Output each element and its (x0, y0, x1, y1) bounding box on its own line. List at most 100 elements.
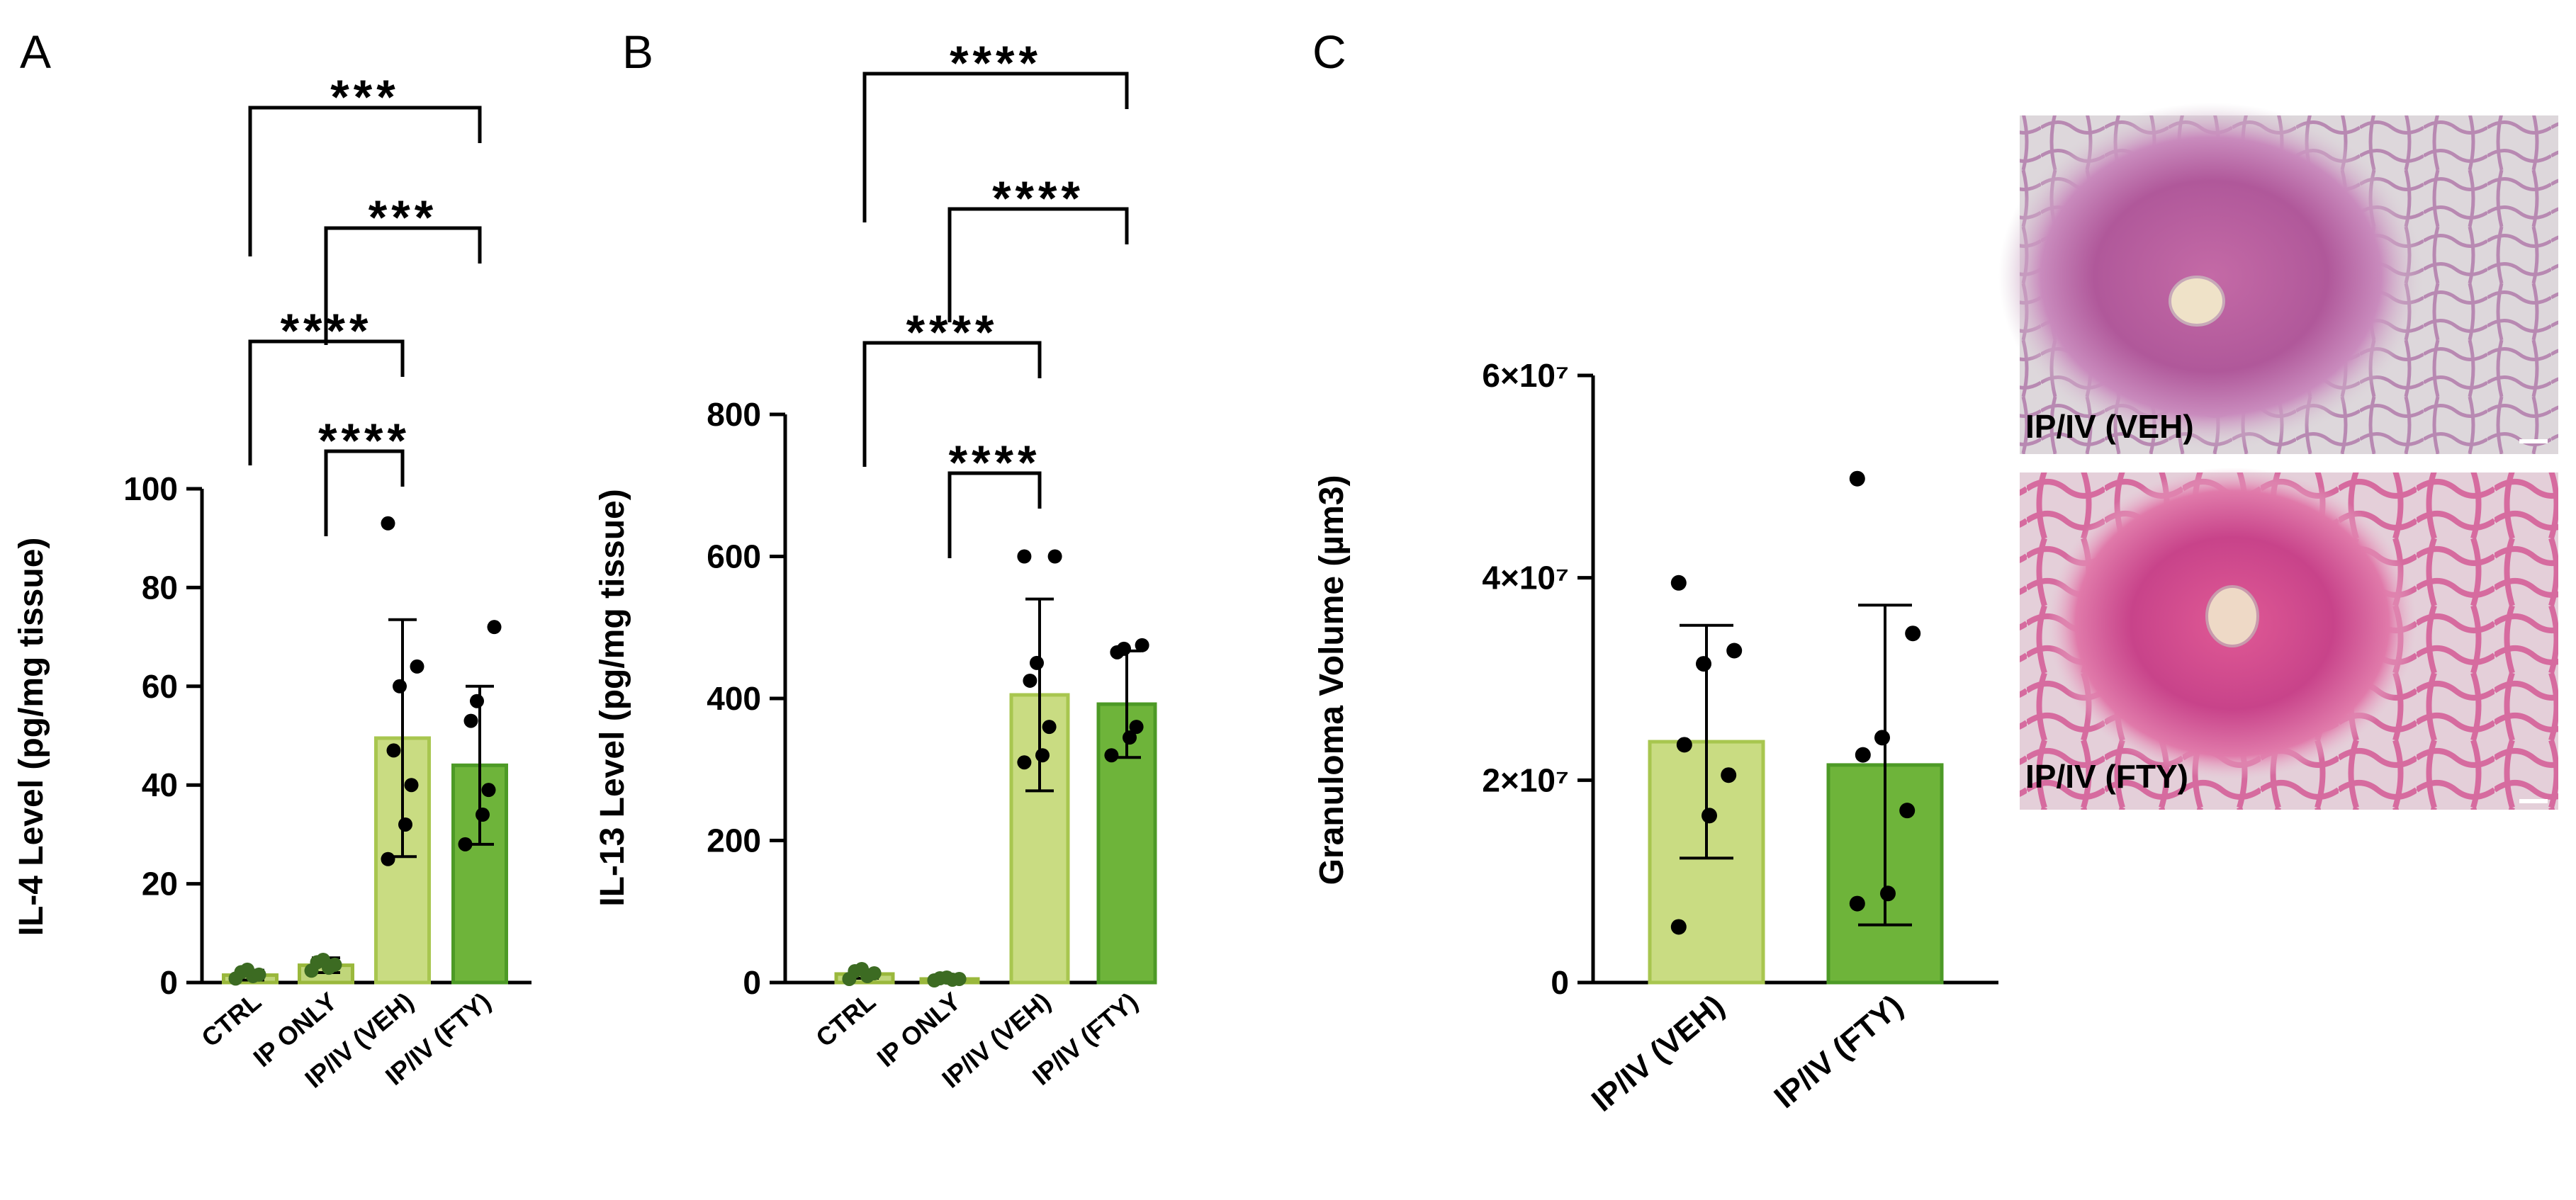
data-point (381, 516, 395, 531)
micrograph-veh-scale-bar (2519, 439, 2548, 443)
micrograph-fty-label: IP/IV (FTY) (2025, 758, 2188, 795)
data-point (458, 837, 473, 851)
y-axis-title: Granuloma Volume (µm3) (1313, 475, 1351, 885)
significance-bracket (862, 341, 1042, 467)
micrograph-veh-egg (2169, 276, 2225, 327)
significance-bracket (862, 72, 1129, 222)
micrograph-veh-granuloma (1998, 103, 2424, 450)
category-label: IP/IV (FTY) (1767, 988, 1909, 1115)
data-point (1104, 748, 1119, 763)
data-point (1726, 643, 1743, 659)
data-point (867, 966, 882, 980)
chart-granuloma-volume: 0 2×10⁷ 4×10⁷ 6×10⁷ Granuloma Volume (µm3) IP… (1313, 357, 1998, 1119)
y-tick-label: 6×10⁷ (1482, 357, 1569, 394)
significance-stars: **** (281, 304, 373, 358)
y-tick-label: 600 (707, 538, 761, 575)
y-tick-label: 400 (707, 680, 761, 717)
data-point (1035, 748, 1050, 763)
data-point (381, 851, 395, 866)
significance-bracket (947, 471, 1042, 558)
significance-stars: **** (906, 305, 999, 359)
data-point (1905, 626, 1921, 642)
significance-bracket (324, 449, 405, 536)
data-point (855, 961, 869, 976)
category-label: IP/IV (VEH) (1585, 988, 1731, 1119)
data-point (1129, 720, 1144, 735)
y-tick-label: 0 (743, 964, 761, 1001)
y-tick-label: 100 (123, 470, 178, 507)
data-point (1702, 808, 1717, 824)
data-point (398, 817, 412, 832)
data-point (1117, 641, 1131, 656)
data-point (476, 808, 490, 822)
significance-stars: **** (949, 436, 1041, 489)
category-label: CTRL (810, 987, 881, 1053)
y-tick-label: 0 (159, 964, 178, 1001)
data-point (316, 952, 330, 967)
data-point (1017, 549, 1032, 564)
panel-letter-a: A (20, 26, 51, 78)
data-point (1880, 885, 1896, 902)
y-axis-title: IL-13 Level (pg/mg tissue) (594, 489, 631, 906)
data-point (1676, 737, 1692, 753)
data-point (1017, 755, 1032, 770)
data-point (386, 743, 401, 758)
data-point (1670, 919, 1687, 935)
significance-bracket (248, 339, 405, 465)
data-point (393, 679, 407, 694)
y-tick-label: 2×10⁷ (1482, 762, 1569, 798)
data-point (1721, 767, 1737, 783)
micrograph-veh: IP/IV (VEH) (1998, 103, 2558, 454)
significance-bracket (248, 106, 482, 256)
data-point (952, 971, 967, 986)
data-point (1874, 730, 1890, 746)
y-tick-label: 20 (142, 866, 178, 902)
data-point (1135, 638, 1149, 652)
data-point (252, 967, 266, 982)
y-tick-label: 60 (142, 668, 178, 705)
data-point (481, 783, 496, 798)
micrograph-fty-egg (2205, 585, 2259, 647)
micrograph-veh-label: IP/IV (VEH) (2025, 408, 2194, 445)
significance-bracket (324, 226, 482, 345)
data-point (1849, 895, 1865, 912)
y-tick-label: 200 (707, 822, 761, 859)
significance-stars: **** (950, 36, 1042, 90)
y-tick-label: 80 (142, 569, 178, 606)
significance-stars: **** (992, 171, 1084, 225)
significance-bracket (947, 207, 1129, 322)
data-point (327, 957, 342, 972)
data-point (1899, 803, 1916, 819)
data-point (1696, 656, 1711, 672)
data-point (1123, 730, 1137, 745)
data-point (940, 970, 954, 985)
data-point (1047, 549, 1062, 564)
significance-stars: *** (330, 70, 399, 124)
y-axis-title: IL-4 Level (pg/mg tissue) (13, 538, 50, 936)
data-point (470, 694, 484, 708)
data-point (1023, 673, 1037, 688)
data-point (1849, 470, 1865, 487)
panel-letter-c: C (1312, 26, 1346, 78)
chart-il13: 0 200 400 600 800 IL-13 Level (pg/mg tissue) C… (594, 36, 1157, 1094)
data-point (487, 620, 502, 635)
micrograph-fty: IP/IV (FTY) (2020, 468, 2558, 810)
data-point (240, 962, 254, 977)
data-point (1855, 747, 1871, 763)
data-point (1042, 720, 1057, 735)
panel-letter-b: B (622, 26, 653, 78)
data-point (1030, 655, 1044, 670)
y-tick-label: 0 (1551, 964, 1569, 1001)
data-point (463, 713, 478, 728)
y-tick-label: 4×10⁷ (1482, 560, 1569, 596)
data-point (404, 778, 419, 793)
data-point (1670, 574, 1687, 591)
data-point (410, 659, 424, 674)
significance-stars: *** (369, 191, 437, 244)
significance-stars: **** (318, 414, 410, 468)
y-tick-label: 800 (707, 396, 761, 433)
y-tick-label: 40 (142, 766, 178, 803)
micrograph-fty-scale-bar (2519, 799, 2548, 803)
